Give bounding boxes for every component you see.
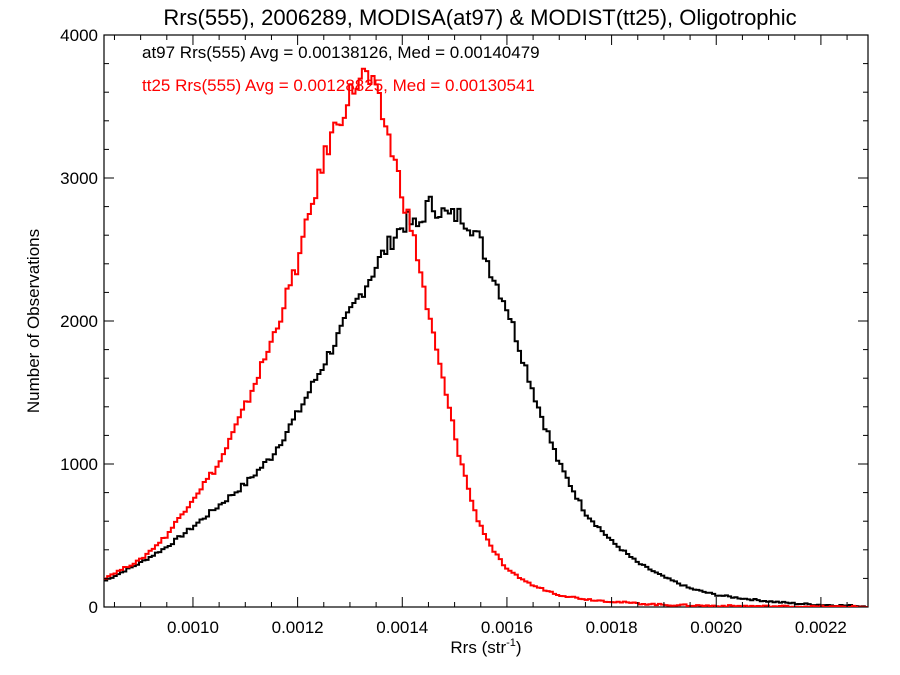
x-tick-label: 0.0020 — [690, 618, 742, 637]
y-tick-label: 4000 — [60, 26, 98, 45]
x-tick-label: 0.0018 — [586, 618, 638, 637]
x-axis-label-suffix: ) — [516, 638, 522, 657]
x-tick-label: 0.0010 — [167, 618, 219, 637]
y-axis-ticks: 0 1000 2000 3000 4000 — [60, 26, 868, 617]
x-tick-label: 0.0022 — [795, 618, 847, 637]
x-tick-label: 0.0012 — [272, 618, 324, 637]
y-tick-label: 0 — [89, 598, 98, 617]
x-axis-label-superscript: -1 — [506, 637, 516, 649]
series-line-at97 — [104, 195, 868, 607]
stats-annotation-tt25: tt25 Rrs(555) Avg = 0.00128825, Med = 0.… — [142, 76, 535, 95]
series-line-tt25 — [104, 67, 868, 607]
y-axis-label: Number of Observations — [24, 229, 43, 413]
chart-title: Rrs(555), 2006289, MODISA(at97) & MODIST… — [163, 5, 796, 30]
plot-frame — [103, 34, 869, 608]
stats-annotation-at97: at97 Rrs(555) Avg = 0.00138126, Med = 0.… — [142, 43, 540, 62]
x-axis-label: Rrs (str-1) — [450, 637, 521, 657]
y-tick-label: 1000 — [60, 455, 98, 474]
x-axis-ticks: 0.0010 0.0012 0.0014 0.0016 0.0018 0.0020 0.00… — [113, 35, 848, 637]
series-layer — [104, 67, 868, 607]
x-axis-label-main: Rrs (str — [450, 638, 506, 657]
y-tick-label: 2000 — [60, 312, 98, 331]
x-tick-label: 0.0014 — [376, 618, 428, 637]
x-tick-label: 0.0016 — [481, 618, 533, 637]
y-tick-label: 3000 — [60, 169, 98, 188]
